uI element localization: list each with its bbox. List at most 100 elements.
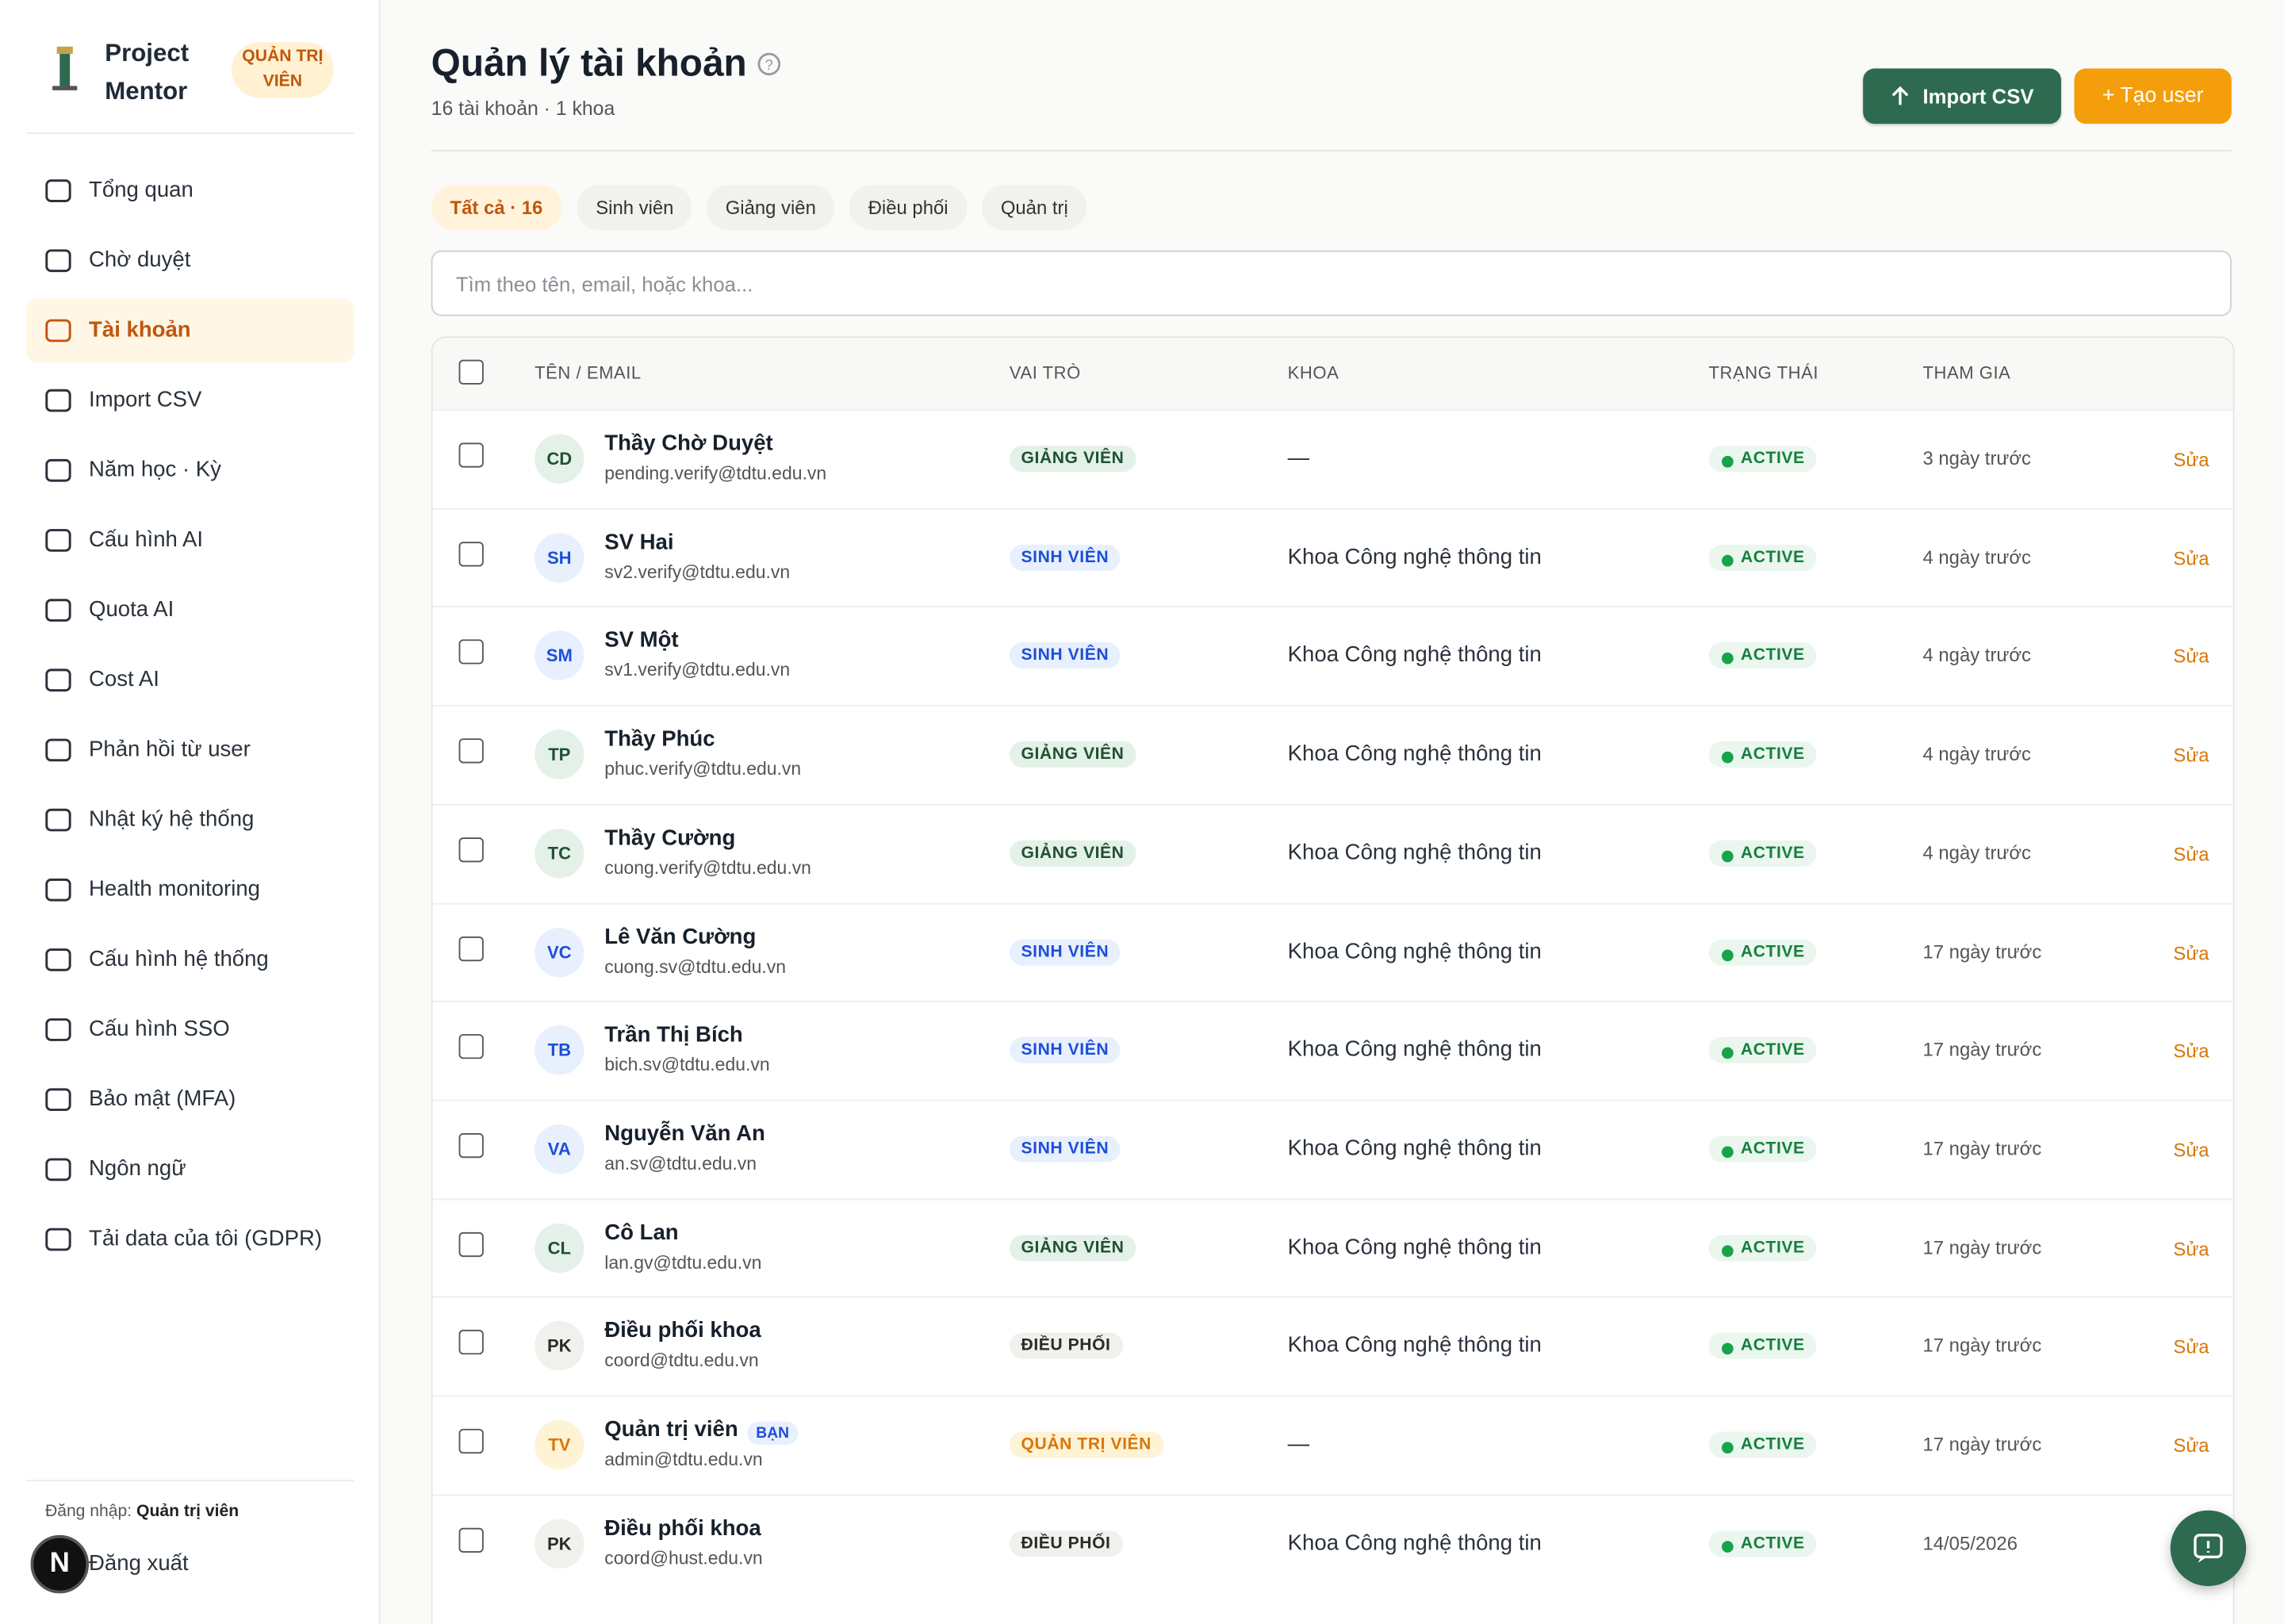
status-dot	[1722, 653, 1734, 665]
row-checkbox[interactable]	[458, 1034, 484, 1059]
nav-item[interactable]: Tài khoản	[26, 298, 354, 363]
row-checkbox[interactable]	[458, 1132, 484, 1158]
user-name: Thầy Chờ Duyệt	[604, 431, 773, 456]
nav-item[interactable]: Cấu hình SSO	[26, 998, 354, 1062]
divider	[26, 1480, 354, 1481]
import-button[interactable]: Import CSV	[1863, 68, 2061, 124]
user-name: Điều phối khoa	[604, 1515, 761, 1541]
row-checkbox[interactable]	[458, 837, 484, 862]
nav-item[interactable]: Chờ duyệt	[26, 228, 354, 293]
nav-item[interactable]: Health monitoring	[26, 858, 354, 922]
divider	[26, 132, 354, 134]
avatar: CL	[535, 1223, 584, 1273]
nav-label: Cấu hình hệ thống	[89, 946, 269, 972]
column-header: KHOA	[1287, 362, 1339, 384]
filter-pill[interactable]: Điều phối	[849, 185, 968, 231]
filter-pill[interactable]: Sinh viên	[577, 185, 693, 231]
edit-link[interactable]: Sửa	[2173, 448, 2209, 471]
filter-pill[interactable]: Tất cả · 16	[431, 185, 562, 231]
status-text: ACTIVE	[1740, 943, 1805, 961]
edit-link[interactable]: Sửa	[2173, 941, 2209, 963]
nav-item[interactable]: Cost AI	[26, 648, 354, 712]
nav-item[interactable]: Phản hồi từ user	[26, 718, 354, 783]
edit-link[interactable]: Sửa	[2173, 645, 2209, 668]
filter-pill[interactable]: Quản trị	[981, 185, 1087, 231]
status-text: ACTIVE	[1740, 647, 1805, 665]
nav-label: Tải data của tôi (GDPR)	[89, 1226, 323, 1251]
row-checkbox[interactable]	[458, 936, 484, 961]
status-badge: ACTIVE	[1708, 1136, 1817, 1162]
user-name: Cô Lan	[604, 1220, 679, 1245]
nav-item[interactable]: Tổng quan	[26, 159, 354, 223]
nav-item[interactable]: Năm học · Kỳ	[26, 439, 354, 503]
user-name: Thầy Cường	[604, 825, 736, 851]
row-checkbox[interactable]	[458, 541, 484, 566]
status-dot	[1722, 554, 1734, 566]
create-button[interactable]: + Tạo user	[2074, 68, 2232, 124]
row-checkbox[interactable]	[458, 1527, 484, 1553]
nav-label: Cấu hình AI	[89, 527, 204, 553]
user-email: sv1.verify@tdtu.edu.vn	[604, 660, 791, 681]
logo	[52, 46, 78, 90]
table-row: CL Cô Lan lan.gv@tdtu.edu.vn GIẢNG VIÊN Khoa…	[432, 1197, 2233, 1297]
status-dot	[1722, 1343, 1734, 1355]
row-checkbox[interactable]	[458, 738, 484, 764]
nav-item[interactable]: Import CSV	[26, 369, 354, 433]
row-checkbox[interactable]	[458, 442, 484, 468]
avatar: VA	[535, 1124, 584, 1174]
nav-item[interactable]: Bảo mật (MFA)	[26, 1067, 354, 1132]
feedback-button[interactable]	[2170, 1510, 2247, 1587]
logout[interactable]: Đăng xuất	[89, 1551, 189, 1576]
status-dot	[1722, 1146, 1734, 1158]
edit-link[interactable]: Sửa	[2173, 1434, 2209, 1457]
search-placeholder: Tìm theo tên, email, hoặc khoa...	[455, 272, 753, 296]
login-role: Quản trị viên	[136, 1503, 240, 1521]
edit-link[interactable]: Sửa	[2173, 547, 2209, 569]
nav-item[interactable]: Tải data của tôi (GDPR)	[26, 1208, 354, 1272]
nav-label: Quota AI	[89, 597, 174, 622]
nav-item[interactable]: Ngôn ngữ	[26, 1137, 354, 1201]
chat-icon	[2194, 1534, 2223, 1563]
login-label: Đăng nhập:	[44, 1503, 132, 1521]
edit-link[interactable]: Sửa	[2173, 744, 2209, 767]
nav-icon	[45, 1088, 71, 1112]
department: —	[1287, 446, 1310, 471]
edit-link[interactable]: Sửa	[2173, 843, 2209, 865]
dev-indicator[interactable]: N	[30, 1534, 90, 1594]
status-badge: ACTIVE	[1708, 840, 1817, 867]
role-badge: SINH VIÊN	[1009, 642, 1121, 669]
row-checkbox[interactable]	[458, 1330, 484, 1355]
edit-link[interactable]: Sửa	[2173, 1237, 2209, 1260]
edit-link[interactable]: Sửa	[2173, 1040, 2209, 1063]
edit-link[interactable]: Sửa	[2173, 1335, 2209, 1358]
user-name: Điều phối khoa	[604, 1318, 761, 1344]
row-checkbox[interactable]	[458, 1428, 484, 1454]
row-checkbox[interactable]	[458, 1231, 484, 1257]
user-name: Trần Thị Bích	[604, 1022, 743, 1048]
status-badge: ACTIVE	[1708, 1431, 1817, 1458]
row-checkbox[interactable]	[458, 640, 484, 665]
joined-date: 17 ngày trước	[1922, 1235, 2042, 1258]
status-dot	[1722, 1442, 1734, 1454]
table-row: VA Nguyễn Văn An an.sv@tdtu.edu.vn SINH VIÊ…	[432, 1099, 2233, 1199]
role-badge: ĐIỀU PHỐI	[1009, 1333, 1123, 1360]
nav-item[interactable]: Nhật ký hệ thống	[26, 788, 354, 852]
nav-item[interactable]: Quota AI	[26, 578, 354, 642]
sidebar: Project Mentor QUẢN TRỊ VIÊN Tổng quan Ch…	[0, 0, 381, 1624]
nav-item[interactable]: Cấu hình hệ thống	[26, 928, 354, 992]
edit-link[interactable]: Sửa	[2173, 1139, 2209, 1161]
status-dot	[1722, 1540, 1734, 1553]
status-text: ACTIVE	[1740, 1041, 1805, 1059]
nav-label: Tài khoản	[89, 317, 191, 343]
help-icon[interactable]: ?	[756, 51, 782, 77]
import-label: Import CSV	[1922, 84, 2034, 108]
department: Khoa Công nghệ thông tin	[1287, 642, 1542, 668]
search-input[interactable]: Tìm theo tên, email, hoặc khoa...	[431, 250, 2232, 316]
user-email: phuc.verify@tdtu.edu.vn	[604, 759, 802, 779]
filter-pill[interactable]: Giảng viên	[706, 185, 835, 231]
nav-icon	[45, 1228, 71, 1251]
select-all[interactable]	[458, 359, 484, 385]
department: Khoa Công nghệ thông tin	[1287, 1234, 1542, 1260]
nav-item[interactable]: Cấu hình AI	[26, 508, 354, 573]
user-email: cuong.verify@tdtu.edu.vn	[604, 857, 811, 879]
